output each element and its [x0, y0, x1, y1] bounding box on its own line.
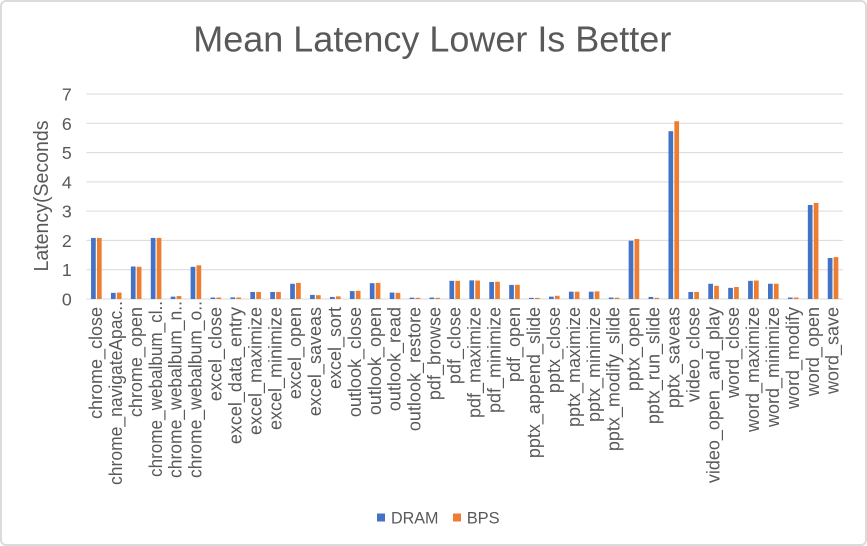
svg-text:word_open: word_open	[803, 307, 824, 397]
svg-text:excel_minimize: excel_minimize	[265, 307, 286, 430]
svg-text:pptx_saveas: pptx_saveas	[663, 307, 684, 408]
svg-text:chrome_navigateApac..: chrome_navigateApac..	[106, 301, 127, 485]
svg-text:pdf_browse: pdf_browse	[425, 307, 446, 400]
svg-text:2: 2	[62, 231, 72, 251]
svg-text:word_close: word_close	[723, 307, 744, 399]
svg-text:DRAM: DRAM	[391, 508, 439, 527]
svg-text:outlook_close: outlook_close	[345, 307, 366, 417]
svg-text:excel_open: excel_open	[285, 307, 306, 399]
svg-text:pptx_run_slide: pptx_run_slide	[644, 307, 665, 424]
svg-text:excel_close: excel_close	[206, 307, 227, 401]
svg-text:pdf_maximize: pdf_maximize	[464, 307, 485, 418]
svg-text:pptx_modify_slide: pptx_modify_slide	[604, 307, 625, 451]
svg-text:word_save: word_save	[823, 307, 844, 395]
svg-text:chrome_webalbum_cl..: chrome_webalbum_cl..	[146, 301, 167, 477]
svg-text:6: 6	[62, 114, 72, 134]
svg-text:chrome_webalbum_o..: chrome_webalbum_o..	[186, 301, 207, 478]
svg-text:1: 1	[62, 260, 72, 280]
svg-text:video_close: video_close	[683, 307, 704, 402]
svg-text:pdf_minimize: pdf_minimize	[484, 307, 505, 413]
svg-text:word_minimize: word_minimize	[763, 307, 784, 428]
svg-text:excel_data_entry: excel_data_entry	[225, 307, 246, 444]
svg-text:word_modify: word_modify	[783, 307, 804, 410]
svg-text:excel_maximize: excel_maximize	[245, 307, 266, 435]
svg-text:chrome_webalbum_n..: chrome_webalbum_n..	[166, 301, 187, 478]
svg-text:pdf_close: pdf_close	[444, 307, 465, 384]
svg-text:video_open_and_play: video_open_and_play	[703, 307, 724, 483]
svg-text:outlook_open: outlook_open	[365, 307, 386, 415]
svg-text:outlook_read: outlook_read	[385, 307, 406, 411]
svg-text:4: 4	[62, 172, 72, 192]
svg-text:pptx_maximize: pptx_maximize	[564, 307, 585, 427]
svg-text:Latency(Seconds: Latency(Seconds	[31, 121, 53, 272]
svg-text:3: 3	[62, 202, 72, 222]
svg-text:Mean Latency Lower Is Better: Mean Latency Lower Is Better	[193, 19, 671, 60]
svg-text:excel_sort: excel_sort	[325, 307, 346, 389]
svg-text:chrome_close: chrome_close	[86, 307, 107, 419]
svg-text:outlook_restore: outlook_restore	[405, 307, 426, 431]
svg-text:BPS: BPS	[467, 508, 500, 527]
svg-text:0: 0	[62, 290, 72, 310]
svg-text:pptx_minimize: pptx_minimize	[584, 307, 605, 422]
svg-text:excel_saveas: excel_saveas	[305, 307, 326, 416]
svg-text:chrome_open: chrome_open	[126, 307, 147, 417]
svg-text:7: 7	[62, 85, 72, 105]
svg-text:pptx_append_slide: pptx_append_slide	[524, 307, 545, 458]
svg-text:pptx_open: pptx_open	[624, 307, 645, 391]
svg-text:pdf_open: pdf_open	[504, 307, 525, 382]
svg-text:pptx_close: pptx_close	[544, 307, 565, 393]
svg-text:5: 5	[62, 143, 72, 163]
svg-text:word_maximize: word_maximize	[743, 307, 764, 433]
